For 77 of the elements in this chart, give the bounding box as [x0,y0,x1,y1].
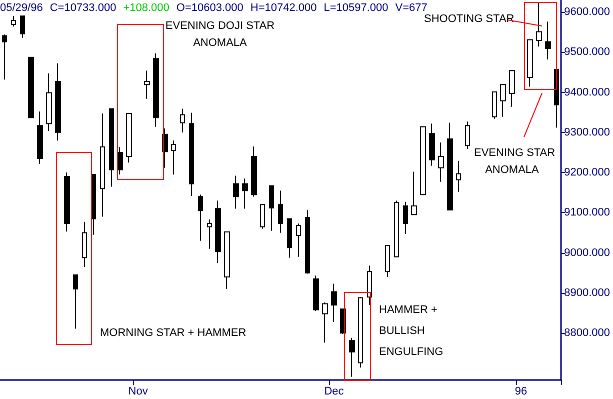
candlestick [242,178,248,210]
candlestick [153,52,159,128]
candlestick [305,209,310,274]
candlestick [189,112,194,196]
annotation: +108.000 [123,2,170,14]
annotation: HAMMER + BULLISH ENGULFING [379,303,444,360]
annotation: V=677 [395,2,428,14]
candlestick [536,2,542,48]
candlestick [403,201,408,234]
candlestick [2,34,7,80]
candlestick [20,16,25,38]
candlestick [55,62,61,141]
candlestick [367,265,372,306]
candlestick [171,140,176,176]
candlestick [313,275,319,312]
y-tick-label: 8900.000 [564,286,610,299]
annotation: EVENING STAR ANOMALA [474,146,556,178]
candlestick [358,296,363,368]
candlestick [126,113,132,164]
annotation: MORNING STAR + HAMMER [100,326,246,341]
candlestick [447,122,453,210]
candlestick [296,223,301,258]
candlestick [73,274,78,330]
candlestick [11,16,16,27]
candlestick [411,171,417,216]
candlestick [527,39,533,88]
candlestick [420,126,426,196]
candlestick [37,111,43,164]
candlestick [331,283,337,322]
y-tick-label: 8800.000 [564,327,610,340]
candlestick [269,185,274,232]
candlestick [215,200,221,264]
candlestick [46,72,52,132]
y-tick-label: 9100.000 [564,206,610,219]
candlestick [198,194,203,242]
candlestick [260,204,265,230]
candlestick [278,190,283,234]
candlestick [322,302,328,344]
candlestick [207,218,212,250]
candlestick [385,245,390,278]
candlestick [100,113,105,218]
candlestick [233,175,239,210]
annotation: O=10603.000 [176,2,244,14]
x-tick-label: Dec [324,386,344,398]
candlestick [224,231,230,290]
y-tick-label: 9000.000 [564,246,610,259]
candlestick [429,123,435,166]
annotation: H=10742.000 [250,2,317,14]
candlestick [144,70,150,100]
x-tick-label: Nov [128,386,148,398]
candlestick [251,146,257,198]
candlestick [509,70,515,108]
candlestick [180,108,185,133]
candlestick [82,221,87,268]
candlestick [287,218,292,258]
annotation: SHOOTING STAR [424,12,514,27]
y-tick-label: 9400.000 [564,86,610,98]
candlestick [64,172,70,232]
annotation: 05/29/96 [0,2,43,14]
candlestick [28,56,34,118]
x-tick-label: 96 [514,386,528,398]
candlestick [109,108,114,188]
annotation: L=10597.000 [324,2,388,14]
candlestick [545,21,551,60]
candlestick [394,200,399,258]
candlestick [349,337,355,378]
candlestick [456,160,461,192]
annotation: EVENING DOJI STAR ANOMALA [164,19,276,51]
candlestick [492,91,497,120]
candlestick [438,142,444,182]
annotation: C=10733.000 [50,2,116,14]
y-tick-label: 9200.000 [564,166,610,179]
candlestick [500,84,506,118]
y-tick-label: 9300.000 [564,126,610,138]
y-tick-label: 9600.000 [564,6,610,18]
y-tick-label: 9500.000 [564,46,610,58]
candlestick [465,121,470,150]
